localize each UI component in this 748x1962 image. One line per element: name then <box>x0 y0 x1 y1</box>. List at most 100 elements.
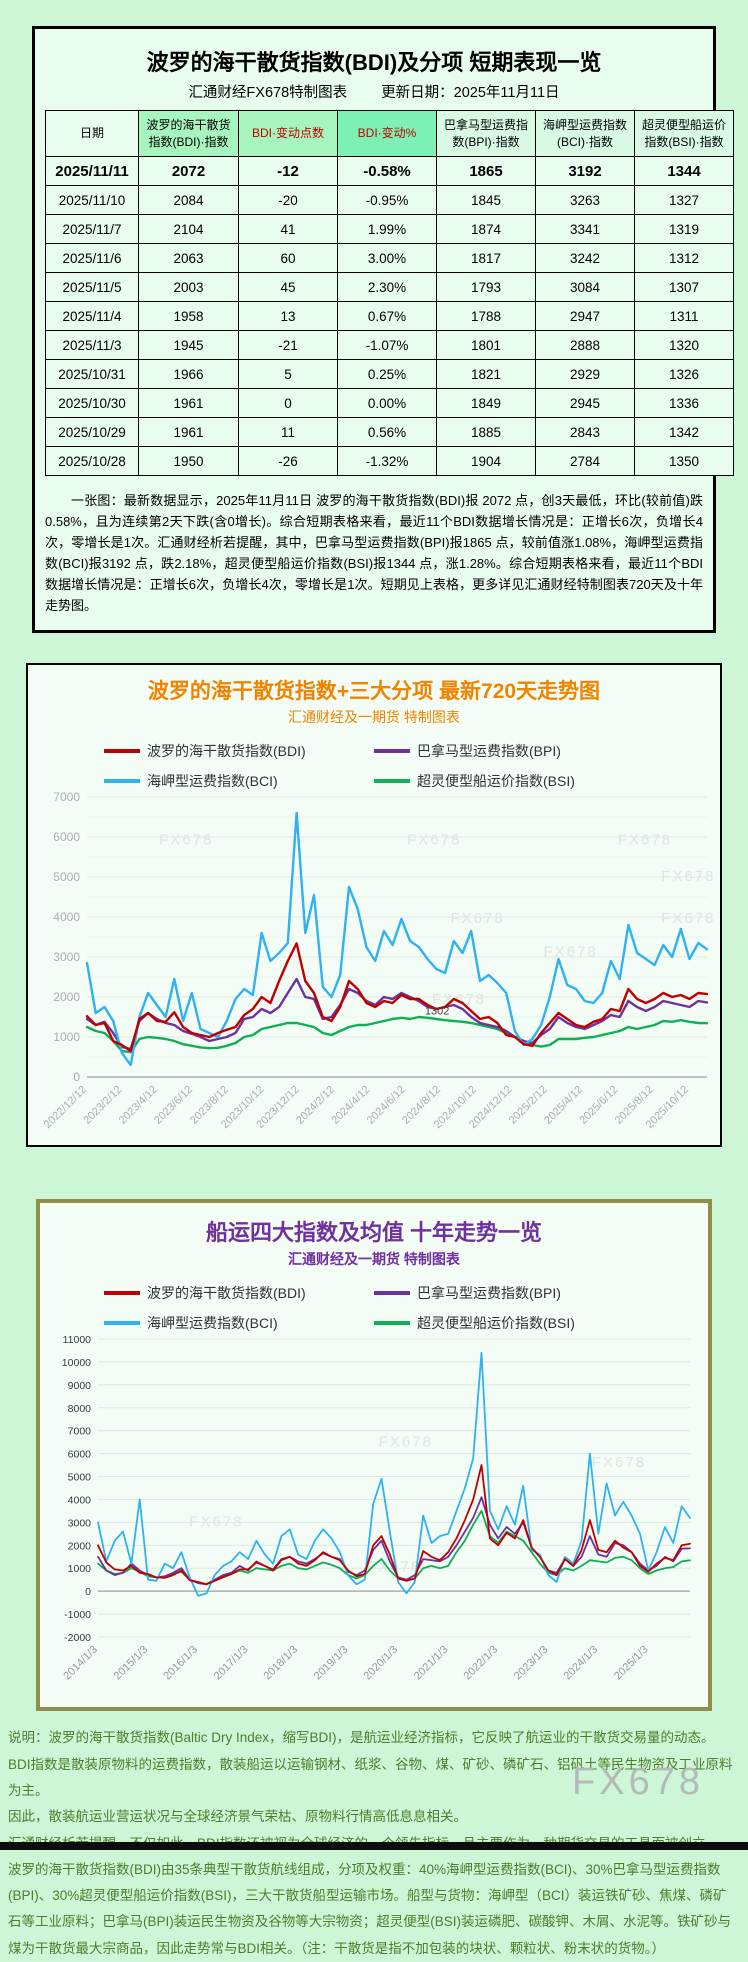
table-cell: 2025/11/5 <box>45 272 139 302</box>
y-axis-tick-label: 3000 <box>53 950 80 964</box>
legend-line-swatch-bdi <box>104 749 140 754</box>
fx678-watermark: FX678 <box>159 832 213 849</box>
table-row: 2025/11/6 2063 60 3.00% 1817 3242 1312 <box>45 243 734 273</box>
table-cell: 1849 <box>436 388 536 418</box>
table-cell: 1817 <box>436 243 536 273</box>
fx678-watermark: FX678 <box>379 1434 433 1451</box>
table-cell: 1350 <box>634 446 734 476</box>
legend-item-bdi: 波罗的海干散货指数(BDI) <box>104 741 374 761</box>
table-cell: 1327 <box>634 185 734 215</box>
legend-line-swatch-bpi <box>374 1291 410 1296</box>
chart-tenyear-subtitle: 汇通财经及一期货 特制图表 <box>288 1251 460 1268</box>
table-cell: 2072 <box>138 156 239 186</box>
data-annotation: 1302 <box>425 1006 449 1018</box>
table-cell: 41 <box>238 214 338 244</box>
table-cell: -26 <box>238 446 338 476</box>
chart-720day-panel: 波罗的海干散货指数+三大分项 最新720天走势图 汇通财经及一期货 特制图表 波… <box>26 663 722 1148</box>
table-cell: 60 <box>238 243 338 273</box>
table-cell: 1904 <box>436 446 536 476</box>
x-axis-tick-label: 2020/1/3 <box>361 1644 400 1683</box>
x-axis-tick-label: 2018/1/3 <box>261 1644 300 1683</box>
table-row: 2025/11/11 2072 -12 -0.58% 1865 3192 1344 <box>45 156 734 186</box>
chart-tenyear-title: 船运四大指数及均值 十年走势一览 <box>205 1220 543 1246</box>
fx678-watermark: FX678 <box>407 832 461 849</box>
table-row: 2025/10/31 1966 5 0.25% 1821 2929 1326 <box>45 359 734 389</box>
legend-line-swatch-bdi <box>104 1291 140 1296</box>
table-header-row: 日期 波罗的海干散货指数(BDI)·指数 BDI·变动点数 BDI·变动% 巴拿马型运费… <box>45 110 734 157</box>
table-cell: 2843 <box>535 417 635 447</box>
table-row: 2025/10/30 1961 0 0.00% 1849 2945 1336 <box>45 388 734 418</box>
table-cell: 1961 <box>138 388 239 418</box>
table-cell: 2025/10/28 <box>45 446 139 476</box>
y-axis-tick-label: 9000 <box>68 1380 92 1392</box>
table-cell: 2025/11/6 <box>45 243 139 273</box>
column-header: 日期 <box>45 110 139 157</box>
legend-label: 波罗的海干散货指数(BDI) <box>147 743 306 760</box>
y-axis-tick-label: 1000 <box>53 1030 80 1044</box>
table-cell: 3084 <box>535 272 635 302</box>
table-cell: 2025/11/4 <box>45 301 139 331</box>
chart-source-label: 汇通财经FX678特制图表 <box>188 85 348 101</box>
legend-line-swatch-bci <box>104 779 140 784</box>
chart-tenyear-legend: 波罗的海干散货指数(BDI) 巴拿马型运费指数(BPI) 海岬型运费指数(BCI) 超… <box>104 1283 644 1333</box>
table-cell: 1845 <box>436 185 536 215</box>
table-row: 2025/11/10 2084 -20 -0.95% 1845 3263 1327 <box>45 185 734 215</box>
table-cell: 2025/11/11 <box>45 156 139 186</box>
table-cell: 2084 <box>138 185 239 215</box>
y-axis-tick-label: 4000 <box>68 1495 92 1507</box>
table-cell: -20 <box>238 185 338 215</box>
table-note: 一张图：最新数据显示，2025年11月11日 波罗的海干散货指数(BDI)报 2… <box>45 493 703 614</box>
table-row: 2025/11/3 1945 -21 -1.07% 1801 2888 1320 <box>45 330 734 360</box>
table-cell: 1342 <box>634 417 734 447</box>
table-cell: 1874 <box>436 214 536 244</box>
footer-line: 因此，散装航运业营运状况与全球经济景气荣枯、原物料行情高低息息相关。 <box>8 1809 467 1825</box>
y-axis-tick-label: 2000 <box>68 1541 92 1553</box>
column-header: 波罗的海干散货指数(BDI)·指数 <box>138 110 239 157</box>
table-title: 波罗的海干散货指数(BDI)及分项 短期表现一览 <box>146 50 602 75</box>
table-cell: 2.30% <box>337 272 437 302</box>
x-axis-tick-label: 2019/1/3 <box>312 1644 351 1683</box>
table-cell: -1.07% <box>337 330 437 360</box>
legend-label: 巴拿马型运费指数(BPI) <box>417 743 561 760</box>
table-cell: 0.67% <box>337 301 437 331</box>
table-cell: 0.00% <box>337 388 437 418</box>
footer-line: BDI指数是散装原物料的运费指数，散装船运以运输钢材、纸浆、谷物、煤、矿砂、磷矿… <box>8 1756 733 1798</box>
series-line-bci <box>97 1352 691 1597</box>
fx678-watermark: FX678 <box>618 832 672 849</box>
legend-label: 超灵便型船运价指数(BSI) <box>417 1315 575 1332</box>
legend-label: 海岬型运费指数(BCI) <box>147 1315 278 1332</box>
legend-label: 海岬型运费指数(BCI) <box>147 773 278 790</box>
y-axis-tick-label: 10000 <box>62 1357 91 1369</box>
footer-line: 波罗的海干散货指数(BDI)由35条典型干散货航线组成，分项及权重：40%海岬型… <box>8 1861 731 1956</box>
table-row: 2025/10/28 1950 -26 -1.32% 1904 2784 1350 <box>45 446 734 476</box>
table-cell: 1958 <box>138 301 239 331</box>
series-line-bdi <box>85 942 709 1053</box>
x-axis-tick-label: 2023/1/3 <box>512 1644 551 1683</box>
x-axis-tick-label: 2014/1/3 <box>61 1644 100 1683</box>
table-cell: -1.32% <box>337 446 437 476</box>
table-row: 2025/10/29 1961 11 0.56% 1885 2843 1342 <box>45 417 734 447</box>
table-cell: 1801 <box>436 330 536 360</box>
table-cell: -0.58% <box>337 156 437 186</box>
column-header: 超灵便型船运价指数(BSI)·指数 <box>634 110 734 157</box>
table-cell: 2063 <box>138 243 239 273</box>
table-cell: 1945 <box>138 330 239 360</box>
table-cell: 2025/10/31 <box>45 359 139 389</box>
legend-item-bsi: 超灵便型船运价指数(BSI) <box>374 1313 644 1333</box>
series-line-bci <box>85 812 709 1067</box>
fx678-watermark: FX678 <box>592 1454 646 1471</box>
table-row: 2025/11/7 2104 41 1.99% 1874 3341 1319 <box>45 214 734 244</box>
y-axis-tick-label: 3000 <box>68 1518 92 1530</box>
table-cell: 2104 <box>138 214 239 244</box>
legend-item-bpi: 巴拿马型运费指数(BPI) <box>374 741 644 761</box>
x-axis-tick-label: 2022/1/3 <box>462 1644 501 1683</box>
chart-720day-legend: 波罗的海干散货指数(BDI) 巴拿马型运费指数(BPI) 海岬型运费指数(BCI) 超… <box>104 741 644 791</box>
fx678-watermark: FX678 <box>543 944 597 961</box>
table-cell: 1793 <box>436 272 536 302</box>
table-cell: 1.99% <box>337 214 437 244</box>
table-cell: 2025/11/3 <box>45 330 139 360</box>
table-cell: 3263 <box>535 185 635 215</box>
table-cell: 0 <box>238 388 338 418</box>
legend-label: 波罗的海干散货指数(BDI) <box>147 1285 306 1302</box>
legend-item-bci: 海岬型运费指数(BCI) <box>104 771 374 791</box>
